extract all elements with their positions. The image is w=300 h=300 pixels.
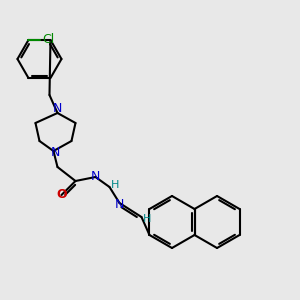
Text: N: N: [115, 199, 124, 212]
Text: N: N: [91, 170, 100, 184]
Text: N: N: [53, 103, 62, 116]
Text: Cl: Cl: [42, 33, 55, 46]
Text: O: O: [56, 188, 67, 202]
Text: H: H: [111, 180, 120, 190]
Text: N: N: [51, 146, 60, 160]
Text: H: H: [143, 214, 152, 224]
